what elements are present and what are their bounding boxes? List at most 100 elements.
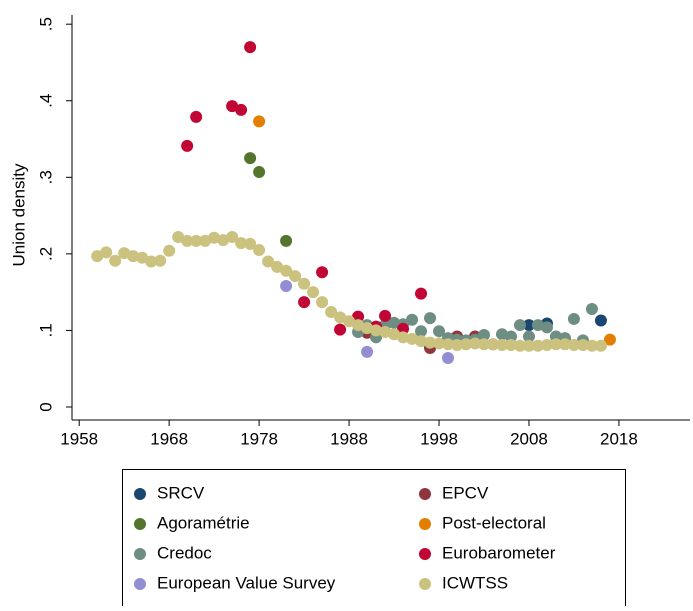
data-point <box>352 310 365 323</box>
data-point <box>91 250 104 263</box>
data-point <box>109 254 122 267</box>
legend-box <box>122 469 626 610</box>
data-point <box>433 325 446 338</box>
data-point <box>522 330 535 343</box>
data-point <box>298 277 311 290</box>
data-point <box>316 266 329 279</box>
data-point <box>370 324 383 337</box>
data-point <box>235 237 248 250</box>
data-point <box>558 338 571 351</box>
legend-label: European Value Survey <box>157 573 336 592</box>
data-point <box>567 338 580 351</box>
data-point <box>271 260 284 273</box>
legend-marker <box>134 578 146 590</box>
legend-label: ICWTSS <box>442 573 508 592</box>
data-point <box>397 322 410 335</box>
data-point <box>478 338 490 351</box>
data-point <box>451 338 464 351</box>
data-point <box>181 139 194 152</box>
data-point <box>585 339 598 352</box>
data-point <box>513 319 526 332</box>
data-point <box>424 336 437 349</box>
data-point <box>406 313 419 326</box>
data-point <box>504 338 517 351</box>
data-point <box>253 244 266 257</box>
data-point <box>280 264 293 277</box>
data-point <box>540 338 553 351</box>
data-point <box>100 246 113 259</box>
y-tick-label: .1 <box>36 323 55 337</box>
legend-marker <box>419 518 431 530</box>
legend-label: Agoramétrie <box>157 513 250 532</box>
data-point <box>388 316 401 329</box>
legend-marker <box>419 488 431 500</box>
legend-marker <box>134 488 146 500</box>
data-point <box>379 309 392 322</box>
y-tick-label: .3 <box>36 170 55 184</box>
data-point <box>145 255 158 268</box>
data-point <box>594 314 607 327</box>
data-point <box>531 319 544 332</box>
data-point <box>244 41 257 54</box>
y-tick-label: .2 <box>36 247 55 261</box>
data-point <box>343 315 356 328</box>
data-point <box>549 338 562 351</box>
data-point <box>406 332 419 345</box>
data-point <box>334 311 347 324</box>
y-tick-label: .5 <box>36 17 55 31</box>
data-point <box>415 287 428 300</box>
data-point <box>307 286 320 299</box>
x-tick-label: 1958 <box>60 429 98 448</box>
data-point <box>469 337 482 350</box>
data-point <box>594 339 607 352</box>
data-point <box>478 329 490 342</box>
data-point <box>289 270 302 283</box>
data-point <box>567 312 580 325</box>
data-point <box>576 338 589 351</box>
y-axis-label: Union density <box>9 163 28 267</box>
data-point <box>531 339 544 352</box>
legend-label: Credoc <box>157 543 212 562</box>
data-point <box>486 338 499 351</box>
data-point <box>235 103 248 116</box>
legend-label: Eurobarometer <box>442 543 556 562</box>
data-point <box>522 339 535 352</box>
data-point <box>172 231 185 244</box>
data-point <box>460 338 473 351</box>
data-point <box>163 244 176 257</box>
data-point <box>226 100 239 113</box>
data-point <box>154 254 167 267</box>
data-point <box>397 331 410 344</box>
legend-label: SRCV <box>157 483 205 502</box>
data-point <box>379 325 392 338</box>
data-point <box>190 110 203 123</box>
data-point <box>298 296 311 309</box>
y-tick-label: 0 <box>36 402 55 411</box>
legend-marker <box>134 548 146 560</box>
y-tick-label: .4 <box>36 94 55 108</box>
data-point <box>361 322 374 335</box>
data-point <box>325 306 338 319</box>
legend-marker <box>419 578 431 590</box>
data-point <box>190 234 203 247</box>
data-point <box>495 328 508 341</box>
legend-marker <box>419 548 431 560</box>
data-point <box>495 338 508 351</box>
data-point <box>603 333 616 346</box>
data-point <box>208 231 221 244</box>
data-point <box>244 152 257 165</box>
data-point <box>334 323 347 336</box>
data-point <box>136 251 149 264</box>
data-point <box>540 321 553 334</box>
data-point <box>585 302 598 315</box>
x-tick-label: 1988 <box>330 429 368 448</box>
legend-label: Post-electoral <box>442 513 546 532</box>
data-point <box>244 237 257 250</box>
data-point <box>415 335 428 348</box>
data-point <box>253 115 266 128</box>
legend-label: EPCV <box>442 483 489 502</box>
data-point <box>361 345 374 358</box>
data-point <box>280 234 293 247</box>
data-point <box>181 234 194 247</box>
